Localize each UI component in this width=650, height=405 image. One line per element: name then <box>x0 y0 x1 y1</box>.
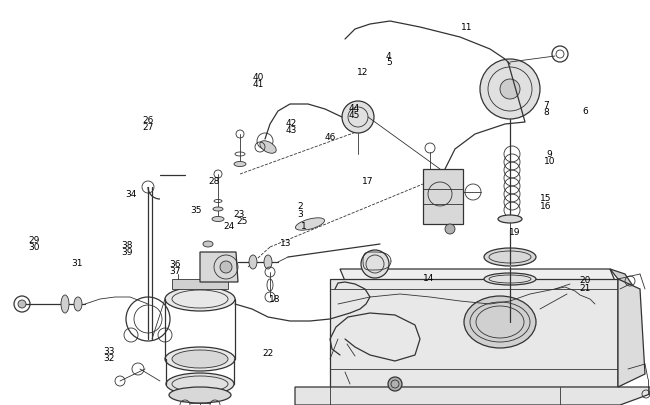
Ellipse shape <box>498 215 522 224</box>
Text: 2: 2 <box>298 201 303 210</box>
Circle shape <box>18 300 26 308</box>
Ellipse shape <box>213 207 223 211</box>
Text: 45: 45 <box>348 111 360 120</box>
Text: 28: 28 <box>209 177 220 186</box>
Ellipse shape <box>260 141 276 154</box>
Text: 6: 6 <box>582 107 588 116</box>
Text: 33: 33 <box>103 346 115 355</box>
Ellipse shape <box>172 350 228 368</box>
Ellipse shape <box>61 295 69 313</box>
Text: 13: 13 <box>280 239 292 247</box>
Text: 19: 19 <box>509 227 521 236</box>
Polygon shape <box>200 252 238 282</box>
Circle shape <box>480 60 540 120</box>
Text: 8: 8 <box>543 108 549 117</box>
Ellipse shape <box>484 273 536 285</box>
Circle shape <box>361 250 389 278</box>
Text: 10: 10 <box>543 157 555 166</box>
Text: 26: 26 <box>142 116 154 125</box>
Ellipse shape <box>264 256 272 269</box>
Text: 3: 3 <box>298 209 303 218</box>
Text: 29: 29 <box>28 235 40 244</box>
Text: 41: 41 <box>253 80 265 89</box>
Circle shape <box>342 102 374 134</box>
Text: 39: 39 <box>121 247 133 256</box>
Ellipse shape <box>234 162 246 167</box>
Text: 21: 21 <box>579 283 591 292</box>
Text: 30: 30 <box>28 242 40 251</box>
Ellipse shape <box>74 297 82 311</box>
Text: 43: 43 <box>285 126 297 135</box>
Circle shape <box>500 80 520 100</box>
Text: 4: 4 <box>386 51 391 60</box>
Text: 27: 27 <box>142 123 154 132</box>
Circle shape <box>220 261 232 273</box>
Ellipse shape <box>249 256 257 269</box>
Text: 23: 23 <box>233 209 245 218</box>
Polygon shape <box>330 279 618 387</box>
Circle shape <box>445 224 455 234</box>
Text: 12: 12 <box>357 68 369 77</box>
Circle shape <box>388 377 402 391</box>
Polygon shape <box>618 279 645 387</box>
Polygon shape <box>423 170 463 224</box>
Text: 5: 5 <box>386 58 391 67</box>
Polygon shape <box>295 387 650 405</box>
Ellipse shape <box>464 296 536 348</box>
Ellipse shape <box>484 248 536 266</box>
Text: 15: 15 <box>540 194 552 203</box>
Text: 40: 40 <box>253 73 265 82</box>
Text: 16: 16 <box>540 201 552 210</box>
Text: 18: 18 <box>268 294 280 303</box>
Text: 14: 14 <box>423 273 435 282</box>
Text: 11: 11 <box>461 23 473 32</box>
Ellipse shape <box>203 241 213 247</box>
Ellipse shape <box>296 218 324 230</box>
Text: 34: 34 <box>125 189 137 198</box>
Ellipse shape <box>165 287 235 311</box>
Text: 46: 46 <box>324 132 336 141</box>
Text: 42: 42 <box>285 119 297 128</box>
Ellipse shape <box>166 373 234 395</box>
Text: 32: 32 <box>103 353 115 362</box>
Text: 17: 17 <box>361 177 373 186</box>
Text: 36: 36 <box>170 260 181 269</box>
Text: 37: 37 <box>170 266 181 275</box>
Text: 9: 9 <box>547 149 552 158</box>
Polygon shape <box>618 279 635 387</box>
Text: 38: 38 <box>121 241 133 249</box>
Text: 20: 20 <box>579 276 591 285</box>
Text: 24: 24 <box>223 222 235 230</box>
Text: 1: 1 <box>302 222 307 230</box>
Text: 31: 31 <box>71 258 83 267</box>
Polygon shape <box>172 279 228 289</box>
Text: 7: 7 <box>543 101 549 110</box>
Ellipse shape <box>165 347 235 371</box>
Text: 22: 22 <box>262 348 274 357</box>
Polygon shape <box>610 269 635 289</box>
Text: 25: 25 <box>236 216 248 225</box>
Polygon shape <box>340 269 615 281</box>
Ellipse shape <box>212 217 224 222</box>
Ellipse shape <box>169 387 231 403</box>
Text: 44: 44 <box>348 104 360 113</box>
Text: 35: 35 <box>190 205 202 214</box>
